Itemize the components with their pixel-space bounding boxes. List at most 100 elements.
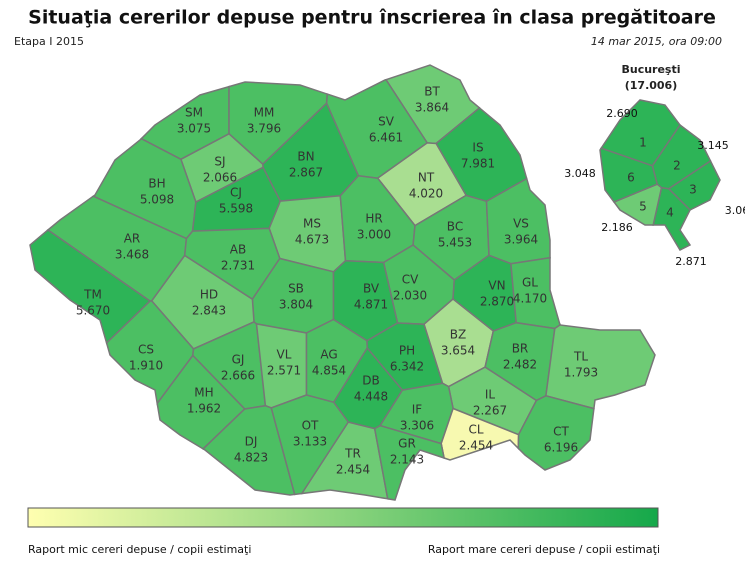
county-code: AG (320, 348, 337, 362)
county-code: CS (138, 343, 154, 357)
county-value: 2.454 (336, 463, 370, 477)
county-code: BH (148, 177, 165, 191)
county-code: SV (378, 115, 395, 129)
legend-low: Raport mic cereri depuse / copii estimaţ… (28, 543, 251, 556)
sector-value: 2.690 (606, 107, 638, 120)
county-code: MM (254, 106, 275, 120)
county-code: TM (83, 288, 102, 302)
county-code: GL (522, 276, 538, 290)
sector (652, 186, 692, 251)
sector-value: 3.145 (697, 139, 729, 152)
county-code: SB (288, 282, 304, 296)
county-value: 6.196 (544, 441, 578, 455)
county-value: 3.654 (441, 344, 475, 358)
county (517, 395, 595, 471)
sector-code: 4 (666, 206, 674, 220)
county-code: OT (302, 419, 319, 433)
county-value: 1.962 (187, 402, 221, 416)
county-code: CV (402, 273, 419, 287)
county-value: 6.342 (390, 360, 424, 374)
county-value: 3.864 (415, 101, 449, 115)
county-value: 3.964 (504, 233, 538, 247)
county-code: BZ (450, 328, 466, 342)
county-value: 1.793 (564, 366, 598, 380)
county (545, 323, 656, 410)
county-code: TR (344, 447, 361, 461)
county-code: GJ (232, 353, 245, 367)
sector-code: 2 (673, 159, 681, 173)
county-code: IF (412, 403, 423, 417)
county-value: 4.448 (354, 390, 388, 404)
title: Situaţia cererilor depuse pentru înscrie… (28, 7, 716, 29)
sector-code: 6 (627, 171, 635, 185)
county-value: 4.170 (513, 292, 547, 306)
county-value: 6.461 (369, 131, 403, 145)
bucharest-total: (17.006) (625, 79, 678, 92)
sector-value: 3.06 (725, 204, 745, 217)
county-value: 3.468 (115, 248, 149, 262)
bucharest-name: Bucureşti (621, 63, 680, 76)
county-code: VL (277, 348, 292, 362)
county-code: AR (124, 232, 141, 246)
county-code: BN (297, 150, 314, 164)
legend-high: Raport mare cereri depuse / copii estima… (428, 543, 660, 556)
county (201, 404, 296, 496)
county-code: BR (512, 342, 529, 356)
county-value: 4.823 (234, 451, 268, 465)
county-code: IL (485, 388, 496, 402)
county-value: 4.871 (354, 298, 388, 312)
county (373, 424, 446, 501)
county-code: IS (472, 141, 483, 155)
county-value: 2.843 (192, 304, 226, 318)
county-value: 2.870 (480, 295, 514, 309)
county-code: CJ (230, 186, 242, 200)
county-code: AB (230, 243, 246, 257)
county-value: 4.673 (295, 233, 329, 247)
county-value: 2.454 (459, 439, 493, 453)
sector (667, 159, 721, 211)
legend-gradient (27, 507, 659, 528)
map: SM 3.075 MM 3.796 BT 3.864 SV 6.461 BN 2.867 SJ 2.0… (29, 64, 656, 501)
sector-code: 5 (639, 200, 647, 214)
county-value: 2.571 (267, 364, 301, 378)
sector-code: 1 (639, 136, 647, 150)
county-code: PH (399, 344, 415, 358)
date: 14 mar 2015, ora 09:00 (591, 35, 722, 48)
county-value: 5.598 (219, 202, 253, 216)
county-code: CL (468, 423, 483, 437)
county-code: MH (194, 386, 213, 400)
county-value: 7.981 (461, 157, 495, 171)
county-code: DJ (245, 435, 258, 449)
county-code: BV (363, 282, 380, 296)
county-value: 2.867 (289, 166, 323, 180)
county-value: 5.098 (140, 193, 174, 207)
county-value: 4.020 (409, 187, 443, 201)
county-value: 2.267 (473, 404, 507, 418)
county-value: 2.482 (503, 358, 537, 372)
sector-code: 3 (689, 183, 697, 197)
county-code: SM (185, 106, 203, 120)
county-value: 2.030 (393, 289, 427, 303)
county-value: 3.796 (247, 122, 281, 136)
county-value: 2.143 (390, 453, 424, 467)
county-value: 2.731 (221, 259, 255, 273)
county-value: 3.804 (279, 298, 313, 312)
county-value: 5.453 (438, 236, 472, 250)
county-value: 3.000 (357, 228, 391, 242)
county-code: HR (365, 212, 382, 226)
county-code: GR (398, 437, 416, 451)
county-code: TL (573, 350, 588, 364)
county (29, 229, 152, 345)
stage: Etapa I 2015 (14, 35, 84, 48)
county-value: 3.133 (293, 435, 327, 449)
county-code: SJ (214, 155, 225, 169)
county-value: 3.075 (177, 122, 211, 136)
county-code: HD (200, 288, 218, 302)
county-code: VN (488, 279, 505, 293)
county-code: MS (303, 217, 321, 231)
county-code: BC (447, 220, 463, 234)
bucharest-inset: 1 2.690 2 3.145 3 3.06 4 2.871 5 2.186 6 3.048 (564, 99, 745, 268)
county-value: 3.306 (400, 419, 434, 433)
sector-value: 2.186 (601, 221, 633, 234)
